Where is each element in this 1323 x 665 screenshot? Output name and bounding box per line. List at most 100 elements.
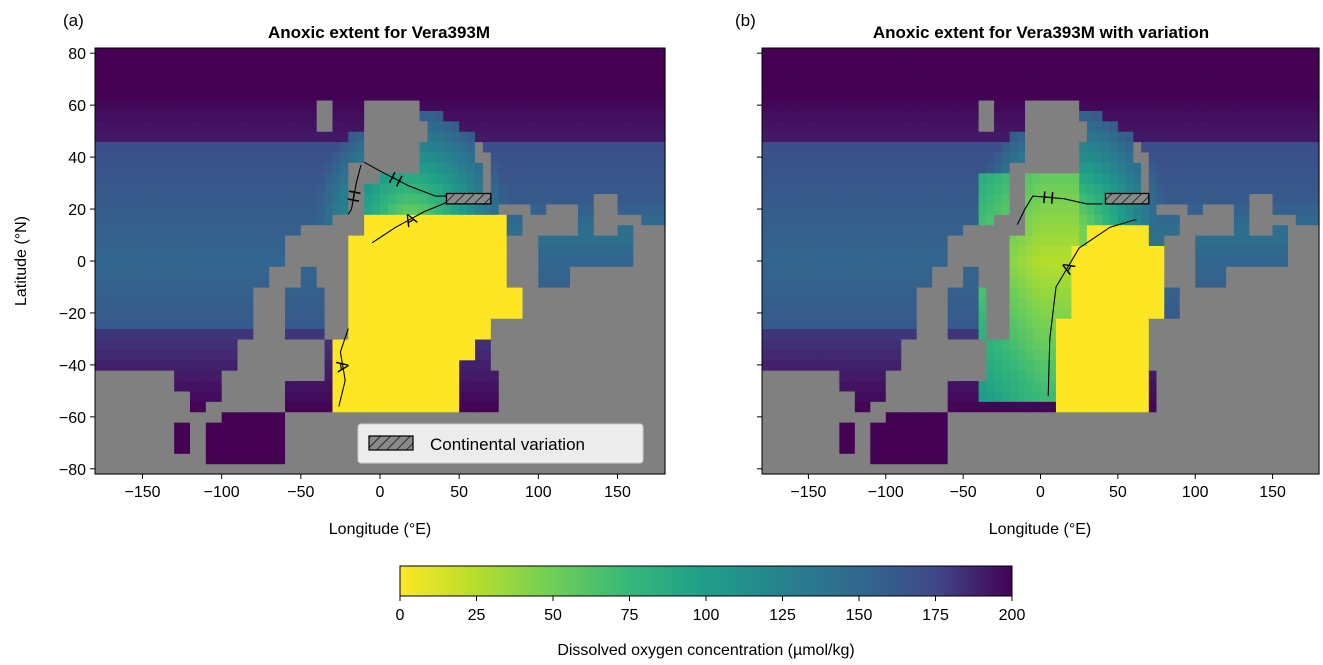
field-cell xyxy=(237,411,247,423)
field-cell xyxy=(356,183,365,195)
field-cell xyxy=(95,235,104,247)
field-cell xyxy=(862,422,871,434)
field-cell xyxy=(277,193,286,205)
field-cell xyxy=(364,172,373,184)
field-cell xyxy=(166,359,175,371)
field-cell xyxy=(554,276,563,288)
field-cell xyxy=(1055,463,1065,475)
field-cell xyxy=(340,68,349,80)
field-cell xyxy=(1110,235,1119,247)
field-cell xyxy=(205,338,215,350)
field-cell xyxy=(769,120,779,132)
field-cell xyxy=(95,245,104,257)
field-cell xyxy=(451,338,460,350)
field-cell xyxy=(625,110,634,122)
field-cell xyxy=(221,255,231,267)
field-cell xyxy=(932,422,941,434)
field-cell xyxy=(237,224,247,236)
field-cell xyxy=(847,422,856,434)
field-cell xyxy=(451,349,460,361)
field-cell xyxy=(221,141,231,153)
field-cell xyxy=(221,401,231,413)
field-cell xyxy=(870,162,879,174)
field-cell xyxy=(577,349,587,361)
field-cell xyxy=(300,214,310,226)
field-cell xyxy=(870,297,879,309)
field-cell xyxy=(870,318,879,330)
field-cell xyxy=(514,318,524,330)
field-cell xyxy=(633,286,642,298)
field-cell xyxy=(1086,380,1096,392)
field-cell xyxy=(1032,235,1042,247)
field-cell xyxy=(1094,432,1103,444)
field-cell xyxy=(847,151,856,163)
field-cell xyxy=(932,390,941,402)
field-cell xyxy=(554,214,563,226)
field-cell xyxy=(878,276,887,288)
field-cell xyxy=(955,390,964,402)
field-cell xyxy=(986,307,995,319)
field-cell xyxy=(1071,235,1080,247)
field-cell xyxy=(205,68,215,80)
field-cell xyxy=(364,411,373,423)
field-cell xyxy=(546,172,555,184)
field-cell xyxy=(332,266,342,278)
field-cell xyxy=(229,276,239,288)
field-cell xyxy=(1071,110,1080,122)
field-cell xyxy=(269,203,278,215)
field-cell xyxy=(332,255,342,267)
field-cell xyxy=(601,235,611,247)
field-cell xyxy=(372,245,381,257)
field-cell xyxy=(475,151,484,163)
field-cell xyxy=(411,151,421,163)
field-cell xyxy=(229,193,239,205)
field-cell xyxy=(395,183,405,195)
field-cell xyxy=(762,224,771,236)
field-cell xyxy=(641,89,650,101)
field-cell xyxy=(490,255,500,267)
field-cell xyxy=(467,411,476,423)
field-cell xyxy=(308,131,318,143)
field-cell xyxy=(1117,328,1127,340)
field-cell xyxy=(1117,390,1127,402)
field-cell xyxy=(475,131,484,143)
field-cell xyxy=(142,89,152,101)
field-cell xyxy=(1009,79,1018,91)
field-cell xyxy=(1055,79,1065,91)
field-cell xyxy=(308,110,318,122)
field-cell xyxy=(577,297,587,309)
field-cell xyxy=(1063,245,1073,257)
field-cell xyxy=(994,68,1003,80)
field-cell xyxy=(1025,463,1034,475)
field-cell xyxy=(340,131,349,143)
field-cell xyxy=(978,411,987,423)
field-cell xyxy=(1102,203,1111,215)
field-cell xyxy=(792,99,802,111)
field-cell xyxy=(95,214,104,226)
field-cell xyxy=(585,193,595,205)
field-cell xyxy=(916,255,926,267)
field-cell xyxy=(126,162,136,174)
field-cell xyxy=(870,183,879,195)
field-cell xyxy=(261,328,270,340)
field-cell xyxy=(554,203,563,215)
field-cell xyxy=(870,214,879,226)
field-cell xyxy=(380,110,389,122)
field-cell xyxy=(348,224,357,236)
field-cell xyxy=(986,203,995,215)
field-cell xyxy=(340,120,349,132)
field-cell xyxy=(150,141,159,153)
field-cell xyxy=(395,255,405,267)
field-cell xyxy=(1125,442,1134,454)
field-cell xyxy=(878,338,887,350)
field-cell xyxy=(150,162,159,174)
field-cell xyxy=(411,380,421,392)
field-cell xyxy=(947,266,957,278)
field-cell xyxy=(924,183,933,195)
field-cell xyxy=(514,463,524,475)
field-cell xyxy=(443,255,452,267)
field-cell xyxy=(110,380,120,392)
field-cell xyxy=(403,276,413,288)
field-cell xyxy=(506,349,516,361)
field-cell xyxy=(1055,380,1065,392)
